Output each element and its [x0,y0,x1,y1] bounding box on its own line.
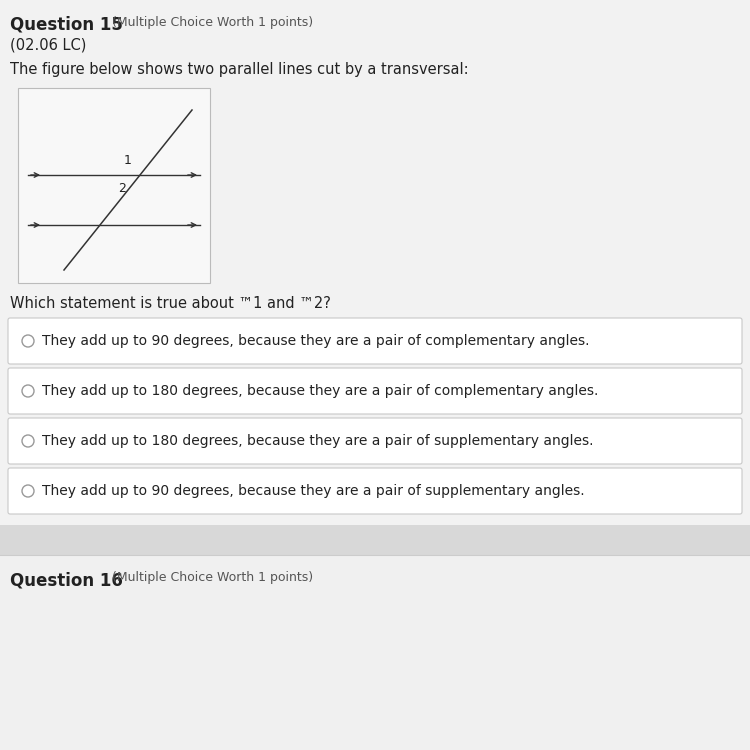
Bar [0,525,750,555]
Text: (02.06 LC): (02.06 LC) [10,38,86,53]
Text: The figure below shows two parallel lines cut by a transversal:: The figure below shows two parallel line… [10,62,469,77]
Text: (Multiple Choice Worth 1 points): (Multiple Choice Worth 1 points) [112,571,314,584]
Circle shape [22,485,34,497]
Circle shape [22,335,34,347]
Text: They add up to 90 degrees, because they are a pair of supplementary angles.: They add up to 90 degrees, because they … [42,484,585,498]
Text: Question 15: Question 15 [10,16,123,34]
Text: 2: 2 [118,182,126,196]
Circle shape [22,435,34,447]
Text: They add up to 180 degrees, because they are a pair of complementary angles.: They add up to 180 degrees, because they… [42,384,598,398]
Text: Which statement is true about ™1 and ™2?: Which statement is true about ™1 and ™2? [10,296,331,311]
Bar [0,0,750,560]
FancyBboxPatch shape [8,368,742,414]
Text: They add up to 90 degrees, because they are a pair of complementary angles.: They add up to 90 degrees, because they … [42,334,590,348]
Text: (Multiple Choice Worth 1 points): (Multiple Choice Worth 1 points) [112,16,314,29]
Text: They add up to 180 degrees, because they are a pair of supplementary angles.: They add up to 180 degrees, because they… [42,434,593,448]
Text: 1: 1 [124,154,132,167]
Text: Question 16: Question 16 [10,571,123,589]
FancyBboxPatch shape [8,468,742,514]
Bar [0,555,750,750]
Circle shape [22,385,34,397]
FancyBboxPatch shape [8,418,742,464]
FancyBboxPatch shape [18,88,210,283]
FancyBboxPatch shape [8,318,742,364]
